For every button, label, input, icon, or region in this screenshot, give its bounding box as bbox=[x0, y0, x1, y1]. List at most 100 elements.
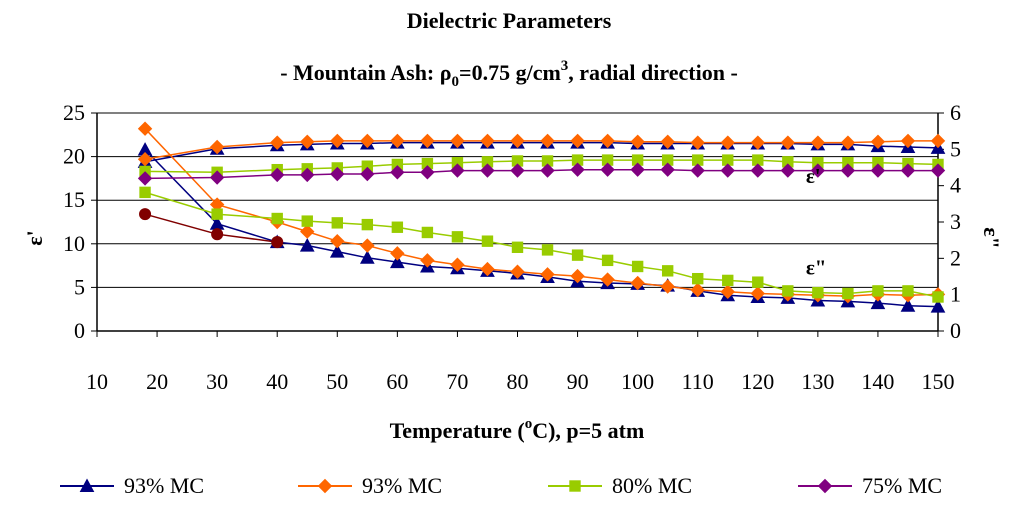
subtitle-mid: =0.75 g/cm bbox=[459, 60, 561, 85]
series-1-point-3 bbox=[299, 237, 315, 252]
chart-title: Dielectric Parameters bbox=[407, 8, 612, 33]
series-6-point-22 bbox=[870, 163, 886, 178]
x-axis-title: Temperature (oC), p=5 atm bbox=[390, 416, 645, 443]
series-5-point-10 bbox=[511, 241, 524, 253]
legend-marker-2 bbox=[569, 480, 581, 492]
series-6-point-8 bbox=[450, 163, 465, 178]
series-5-point-15 bbox=[661, 265, 674, 277]
series-3-point-4 bbox=[330, 233, 345, 249]
x-tick-labels: 10 20 30 40 50 60 70 80 90 100 110 120 130 140 150 bbox=[86, 369, 955, 394]
series-2-point-19 bbox=[780, 135, 796, 150]
y-right-tick-label-6: 6 bbox=[950, 100, 961, 125]
series-3-point-7 bbox=[420, 253, 435, 268]
x-tick-label-80: 80 bbox=[507, 369, 529, 394]
series-1-point-5 bbox=[359, 250, 375, 264]
series-5-point-6 bbox=[391, 221, 404, 233]
x-tick-label-50: 50 bbox=[326, 369, 348, 394]
series-1-point-4 bbox=[329, 244, 345, 258]
legend-item-2: 80% MC bbox=[548, 473, 692, 498]
legend-marker-0 bbox=[79, 478, 95, 493]
series-1-point-23 bbox=[900, 298, 916, 312]
series-3-point-11 bbox=[540, 267, 555, 282]
y-left-tick-label-20: 20 bbox=[63, 144, 85, 169]
subtitle-suffix: , radial direction - bbox=[568, 60, 737, 85]
series-6-point-15 bbox=[660, 162, 675, 177]
y-left-tick-label-25: 25 bbox=[63, 100, 85, 125]
series-2-point-4 bbox=[330, 133, 345, 149]
series-2-point-9 bbox=[480, 133, 495, 149]
series-7-point-1 bbox=[211, 228, 224, 241]
series-3-point-16 bbox=[690, 282, 705, 298]
series-3-point-15 bbox=[660, 279, 675, 294]
y-left-axis-title: ε' bbox=[22, 230, 47, 246]
chart-subtitle: - Mountain Ash: ρ0=0.75 g/cm3, radial di… bbox=[280, 58, 738, 90]
legend-label-1: 93% MC bbox=[362, 473, 442, 498]
series-3-eps_imag bbox=[137, 121, 946, 304]
xlabel-suffix: C), p=5 atm bbox=[532, 418, 644, 443]
series-5-point-17 bbox=[722, 274, 734, 287]
series-7-point-0 bbox=[139, 208, 152, 221]
annotation-eps-imag: ε" bbox=[806, 255, 827, 279]
series-5-point-3 bbox=[301, 215, 313, 227]
series-3-point-6 bbox=[390, 246, 405, 261]
series-2-eps_real bbox=[137, 133, 946, 167]
series-5-point-7 bbox=[421, 226, 434, 239]
series-1-point-22 bbox=[870, 295, 886, 310]
x-tick-label-100: 100 bbox=[621, 369, 654, 394]
y-right-tick-labels: 0 1 2 3 4 5 6 bbox=[950, 100, 961, 343]
series-3-point-5 bbox=[360, 238, 375, 253]
series-5-point-1 bbox=[211, 208, 223, 220]
series-5-point-12 bbox=[571, 249, 584, 261]
subtitle-rho-sub: 0 bbox=[452, 74, 460, 90]
series-2-point-16 bbox=[690, 135, 705, 150]
series-2-point-2 bbox=[270, 135, 285, 150]
y-right-tick-label-5: 5 bbox=[950, 136, 961, 161]
legend-marker-1 bbox=[317, 478, 333, 494]
series-2-point-10 bbox=[510, 133, 525, 149]
legend-label-2: 80% MC bbox=[612, 473, 692, 498]
series-6-point-6 bbox=[390, 165, 405, 180]
series-2-point-18 bbox=[750, 135, 765, 150]
series-3-point-0 bbox=[137, 121, 153, 136]
xlabel-prefix: Temperature ( bbox=[390, 418, 525, 443]
y-right-tick-label-0: 0 bbox=[950, 318, 961, 343]
series-2-point-24 bbox=[930, 133, 946, 149]
series-5-point-4 bbox=[331, 217, 343, 229]
series-5-point-18 bbox=[752, 276, 764, 288]
series-6-point-10 bbox=[510, 163, 525, 178]
series-2-point-23 bbox=[900, 133, 916, 149]
x-tick-label-20: 20 bbox=[146, 369, 168, 394]
series-2-point-5 bbox=[360, 133, 375, 149]
y-left-tick-label-0: 0 bbox=[74, 318, 85, 343]
series-2-point-3 bbox=[300, 134, 315, 149]
xlabel-sup: o bbox=[525, 416, 533, 432]
series-2-point-0 bbox=[137, 152, 153, 167]
y-right-tick-label-4: 4 bbox=[950, 173, 961, 198]
series-2-point-1 bbox=[209, 139, 225, 155]
x-tick-label-110: 110 bbox=[682, 369, 714, 394]
legend-item-1: 93% MC bbox=[298, 473, 442, 498]
legend-label-0: 93% MC bbox=[124, 473, 204, 498]
legend-marker-3 bbox=[817, 478, 833, 494]
series-6-point-19 bbox=[780, 163, 796, 178]
x-tick-label-90: 90 bbox=[567, 369, 589, 394]
series-6-point-9 bbox=[480, 163, 495, 178]
series-5-point-5 bbox=[361, 218, 374, 231]
y-left-tick-labels: 0 5 10 15 20 25 bbox=[63, 100, 85, 343]
series-3-point-13 bbox=[600, 272, 615, 287]
subtitle-rho: ρ bbox=[440, 60, 452, 85]
series-7-point-2 bbox=[271, 236, 284, 249]
series-5-point-16 bbox=[692, 272, 704, 285]
legend-label-3: 75% MC bbox=[862, 473, 942, 498]
series-5-point-22 bbox=[872, 285, 884, 297]
series-6-point-17 bbox=[720, 163, 735, 178]
y-right-tick-label-3: 3 bbox=[950, 209, 961, 234]
series-6-point-24 bbox=[930, 163, 946, 178]
series-6-point-21 bbox=[840, 163, 856, 178]
series-2-point-15 bbox=[660, 134, 675, 149]
series-5-point-0 bbox=[139, 186, 151, 199]
series-6-eps_real bbox=[137, 162, 946, 186]
series-6-point-1 bbox=[209, 170, 225, 185]
x-tick-label-30: 30 bbox=[206, 369, 228, 394]
